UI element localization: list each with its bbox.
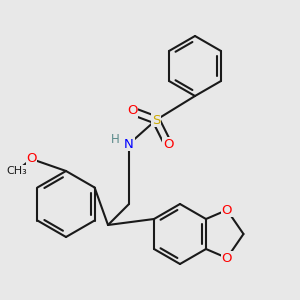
Text: O: O <box>222 203 232 217</box>
Text: O: O <box>127 104 137 118</box>
Text: O: O <box>163 137 173 151</box>
Text: CH₃: CH₃ <box>6 166 27 176</box>
Text: N: N <box>124 137 134 151</box>
Text: S: S <box>152 113 160 127</box>
Text: O: O <box>26 152 37 166</box>
Text: O: O <box>222 251 232 265</box>
Text: H: H <box>111 133 120 146</box>
